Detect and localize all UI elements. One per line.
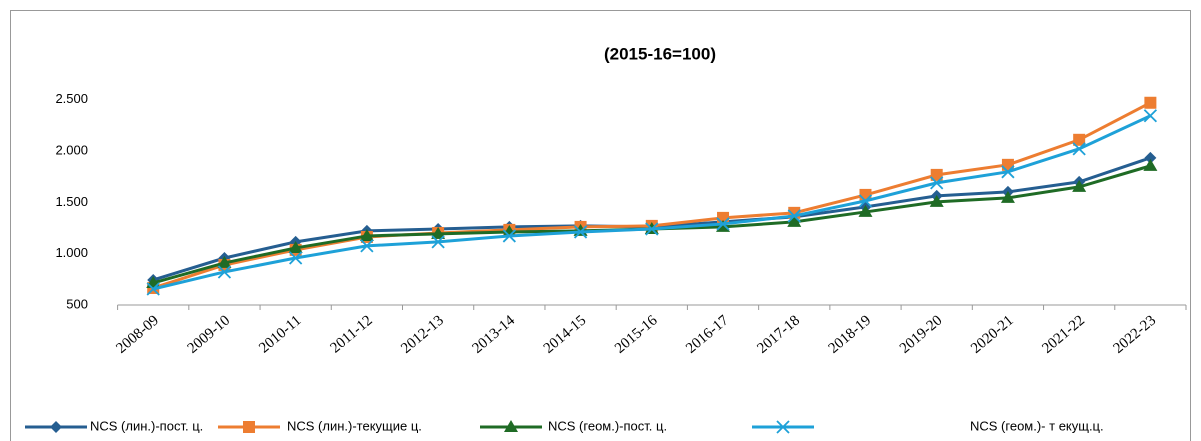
marker: [288, 240, 303, 253]
series-line: [152, 101, 1152, 290]
x-tick-label: 2012-13: [398, 312, 447, 356]
x-tick-label: 2015-16: [612, 312, 661, 357]
x-tick-label: 2019-20: [897, 312, 946, 356]
series-line: [152, 156, 1151, 282]
marker: [359, 228, 374, 241]
marker: [776, 420, 790, 434]
x-tick-label: 2020-21: [968, 312, 1017, 356]
series-line: [152, 114, 1152, 291]
legend-label: NCS (лин.)-пост. ц.: [90, 418, 203, 433]
marker: [502, 229, 516, 243]
x-tick-label: 2018-19: [826, 312, 875, 356]
marker: [645, 222, 659, 236]
marker: [1144, 96, 1157, 109]
marker: [716, 219, 731, 232]
marker: [1072, 142, 1086, 156]
marker: [787, 209, 801, 223]
x-tick-label: 2010-11: [256, 312, 304, 356]
marker: [930, 176, 944, 190]
legend-label: NCS (геом.)-пост. ц.: [548, 418, 667, 433]
marker: [504, 420, 518, 432]
marker: [716, 217, 730, 231]
legend-label: NCS (геом.)- т екущ.ц.: [970, 418, 1104, 433]
chart-title: (2015-16=100): [604, 44, 716, 63]
marker: [858, 204, 873, 217]
x-tick-label: 2013-14: [470, 312, 519, 357]
marker: [1072, 179, 1087, 192]
marker: [217, 265, 232, 279]
y-tick-label: 500: [66, 296, 88, 311]
marker: [1001, 165, 1015, 179]
marker: [243, 421, 255, 433]
marker: [787, 214, 802, 227]
legend-label: NCS (лин.)-текущие ц.: [287, 418, 422, 433]
marker: [1144, 151, 1157, 164]
chart-border: [10, 10, 1191, 441]
marker: [1143, 158, 1158, 171]
x-tick-label: 2017-18: [754, 312, 803, 356]
x-tick-label: 2011-12: [328, 312, 376, 356]
marker: [217, 255, 232, 268]
marker: [50, 421, 62, 433]
x-tick-label: 2021-22: [1039, 312, 1088, 356]
marker: [1000, 190, 1015, 203]
x-tick-label: 2014-15: [541, 312, 590, 356]
x-tick-label: 2008-09: [113, 312, 162, 356]
marker: [1143, 109, 1158, 123]
y-tick-label: 2.500: [55, 91, 88, 106]
y-tick-label: 2.000: [55, 143, 88, 158]
marker: [289, 251, 303, 265]
marker: [431, 226, 446, 239]
y-tick-label: 1.500: [55, 194, 88, 209]
marker: [858, 194, 873, 208]
marker: [1073, 133, 1086, 146]
y-tick-label: 1.000: [55, 245, 88, 260]
marker: [573, 225, 588, 239]
marker: [502, 224, 517, 237]
marker: [929, 194, 944, 207]
x-tick-label: 2016-17: [683, 312, 732, 357]
x-tick-label: 2009-10: [185, 312, 234, 356]
marker: [930, 168, 943, 181]
x-tick-label: 2022-23: [1111, 312, 1160, 356]
marker: [431, 235, 445, 249]
marker: [360, 239, 374, 253]
marker: [146, 282, 160, 296]
